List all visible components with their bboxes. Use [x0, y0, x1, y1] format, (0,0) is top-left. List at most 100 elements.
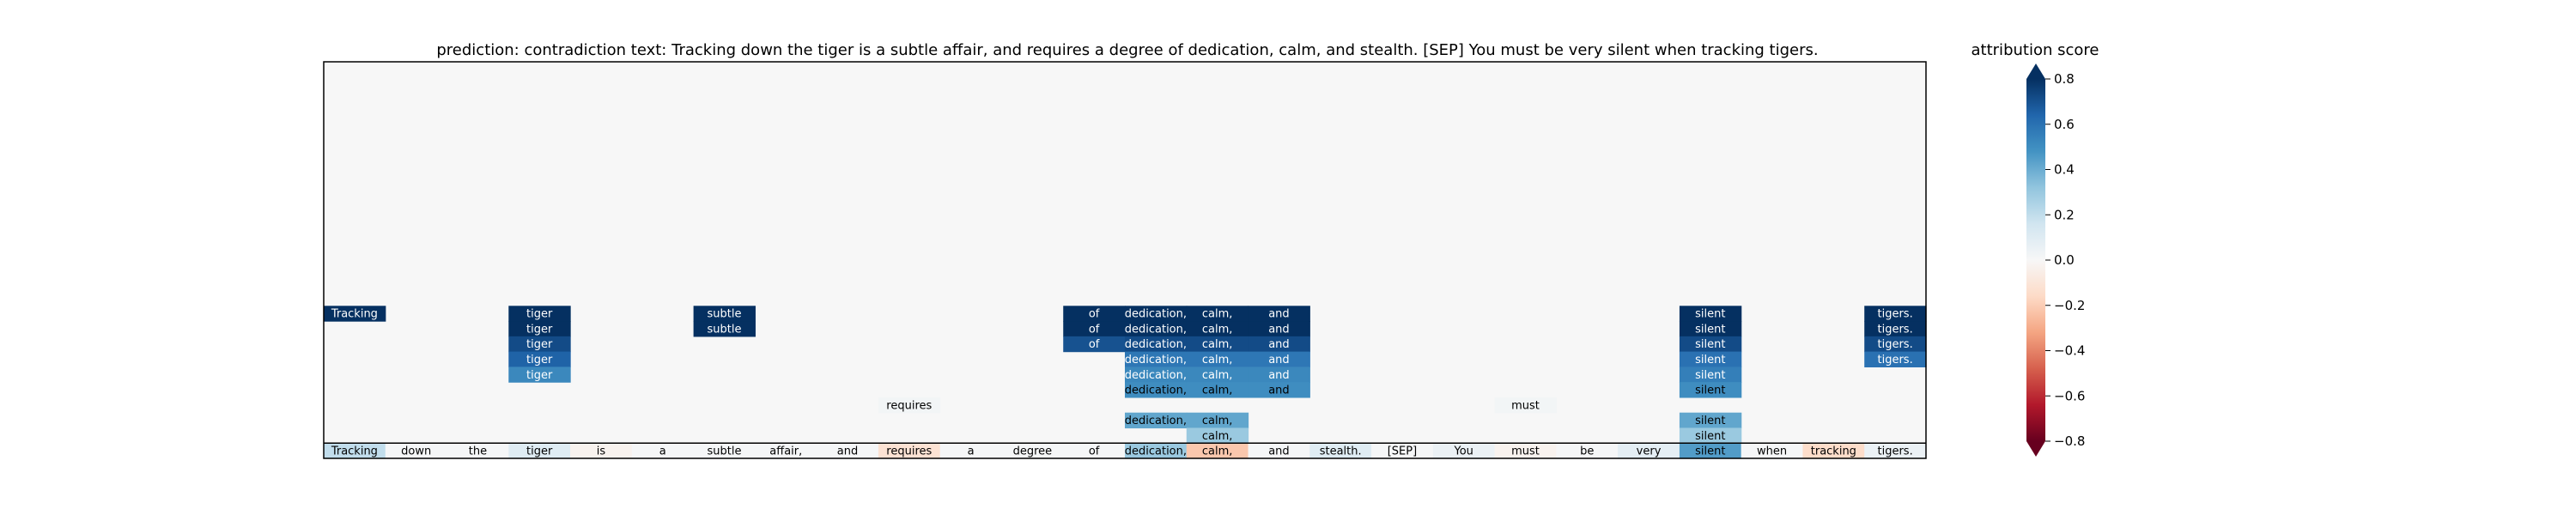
- heatmap-cell: [1679, 382, 1742, 398]
- heatmap-cell-label: of: [1089, 338, 1100, 351]
- heatmap-cell: [1186, 336, 1249, 353]
- heatmap-cell-label: tigers.: [1878, 338, 1913, 351]
- heatmap-layer: Tracking tiger tiger tiger tiger tiger subtle s…: [323, 61, 1927, 459]
- heatmap-cell-label: dedication,: [1125, 369, 1187, 382]
- heatmap-cell: [508, 306, 571, 322]
- heatmap-cell-label: subtle: [708, 445, 742, 458]
- heatmap-cell: [1186, 306, 1249, 322]
- heatmap-cell: [1186, 321, 1249, 337]
- heatmap-cell-label: and: [1268, 338, 1289, 351]
- heatmap-cell-label: dedication,: [1125, 308, 1187, 321]
- heatmap-cell: [1864, 336, 1927, 353]
- heatmap-cell: [1063, 306, 1126, 322]
- heatmap-cell-label: dedication,: [1125, 338, 1187, 351]
- heatmap-cell: [1186, 351, 1249, 367]
- heatmap-cell: [385, 443, 448, 459]
- heatmap-cell: [1248, 443, 1310, 459]
- heatmap-cell: [1125, 306, 1188, 322]
- heatmap-cell: [1556, 443, 1619, 459]
- heatmap-cell: [1248, 321, 1310, 337]
- heatmap-cell-label: and: [1268, 445, 1289, 458]
- heatmap-cell: [1186, 382, 1249, 398]
- heatmap-cell-label: tiger: [526, 338, 553, 351]
- heatmap-frame: [323, 61, 1927, 459]
- heatmap-cell-label: tiger: [526, 323, 553, 336]
- colorbar-extend-min: [2026, 441, 2045, 457]
- heatmap-cell: [1802, 443, 1865, 459]
- heatmap-cell: [1248, 336, 1310, 353]
- heatmap-cell: [1001, 443, 1064, 459]
- heatmap-cell-label: and: [1268, 354, 1289, 367]
- heatmap-cell: [693, 321, 756, 337]
- heatmap-cell-label: tigers.: [1878, 354, 1913, 367]
- heatmap-cell-label: and: [1268, 308, 1289, 321]
- heatmap-cell: [1618, 443, 1680, 459]
- heatmap-cell-label: silent: [1695, 354, 1725, 367]
- heatmap-cell-label: calm,: [1202, 323, 1233, 336]
- heatmap-cell-label: tiger: [526, 308, 553, 321]
- heatmap-cell: [1679, 427, 1742, 444]
- heatmap-cell-label: tiger: [526, 445, 553, 458]
- heatmap-cell-label: dedication,: [1125, 415, 1187, 427]
- heatmap-cell: [1679, 306, 1742, 322]
- heatmap-cell-label: tigers.: [1878, 308, 1913, 321]
- heatmap-cell-label: very: [1637, 445, 1662, 458]
- heatmap-cell: [1309, 443, 1372, 459]
- heatmap-cell: [878, 443, 941, 459]
- heatmap-cell: [1864, 351, 1927, 367]
- heatmap-cell: [1371, 443, 1434, 459]
- chart-title: prediction: contradiction text: Tracking…: [436, 41, 1818, 59]
- heatmap-cell-label: Tracking: [331, 308, 378, 321]
- heatmap-cell-label: calm,: [1202, 338, 1233, 351]
- colorbar-tick-label: −0.2: [2054, 298, 2085, 313]
- heatmap-cell-label: be: [1580, 445, 1594, 458]
- heatmap-cell: [1186, 412, 1249, 429]
- colorbar-tick-label: 0.8: [2054, 71, 2075, 87]
- heatmap-cell-label: subtle: [708, 308, 742, 321]
- heatmap-cell-label: silent: [1695, 445, 1725, 458]
- heatmap-background: [324, 62, 1926, 458]
- heatmap-cell-label: silent: [1695, 430, 1725, 443]
- heatmap-cell: [1679, 321, 1742, 337]
- heatmap-cell-label: tiger: [526, 354, 553, 367]
- heatmap-cell-label: degree: [1013, 445, 1053, 458]
- heatmap-cell-label: affair,: [769, 445, 802, 458]
- heatmap-cell: [1125, 336, 1188, 353]
- heatmap-cell-label: silent: [1695, 338, 1725, 351]
- heatmap-cell-label: and: [1268, 385, 1289, 397]
- heatmap-cell-label: subtle: [708, 323, 742, 336]
- heatmap-cell-label: calm,: [1202, 415, 1233, 427]
- heatmap-cell: [1679, 412, 1742, 429]
- heatmap-cell-label: stealth.: [1320, 445, 1362, 458]
- heatmap-cell: [1063, 321, 1126, 337]
- heatmap-cell: [1679, 351, 1742, 367]
- colorbar-tick-label: −0.8: [2054, 433, 2085, 449]
- heatmap-cell-label: dedication,: [1125, 385, 1187, 397]
- heatmap-cell: [939, 443, 1003, 459]
- heatmap-cell: [1125, 321, 1188, 337]
- heatmap-cell: [817, 443, 879, 459]
- heatmap-cell: [1125, 351, 1188, 367]
- heatmap-cell: [1741, 443, 1804, 459]
- heatmap-cell-label: down: [401, 445, 431, 458]
- heatmap-cell-label: calm,: [1202, 430, 1233, 443]
- heatmap-cell-label: the: [469, 445, 487, 458]
- heatmap-cell-label: a: [968, 445, 975, 458]
- heatmap-cell-label: calm,: [1202, 445, 1233, 458]
- heatmap-cell-label: silent: [1695, 308, 1725, 321]
- heatmap-cell: [693, 443, 756, 459]
- heatmap-cell-label: tracking: [1811, 445, 1856, 458]
- heatmap-cell-label: and: [837, 445, 858, 458]
- heatmap-cell: [1063, 443, 1126, 459]
- heatmap-cell: [508, 351, 571, 367]
- heatmap-cell: [1864, 321, 1927, 337]
- heatmap-cell-label: a: [659, 445, 666, 458]
- heatmap-cell-label: is: [597, 445, 606, 458]
- heatmap-cell: [324, 443, 386, 459]
- heatmap-cell: [447, 443, 509, 459]
- heatmap-cell-label: silent: [1695, 415, 1725, 427]
- colorbar-gradient: [2026, 79, 2045, 441]
- colorbar-tick-label: 0.6: [2054, 117, 2075, 132]
- heatmap-cell-label: tigers.: [1878, 323, 1913, 336]
- heatmap-cell: [693, 306, 756, 322]
